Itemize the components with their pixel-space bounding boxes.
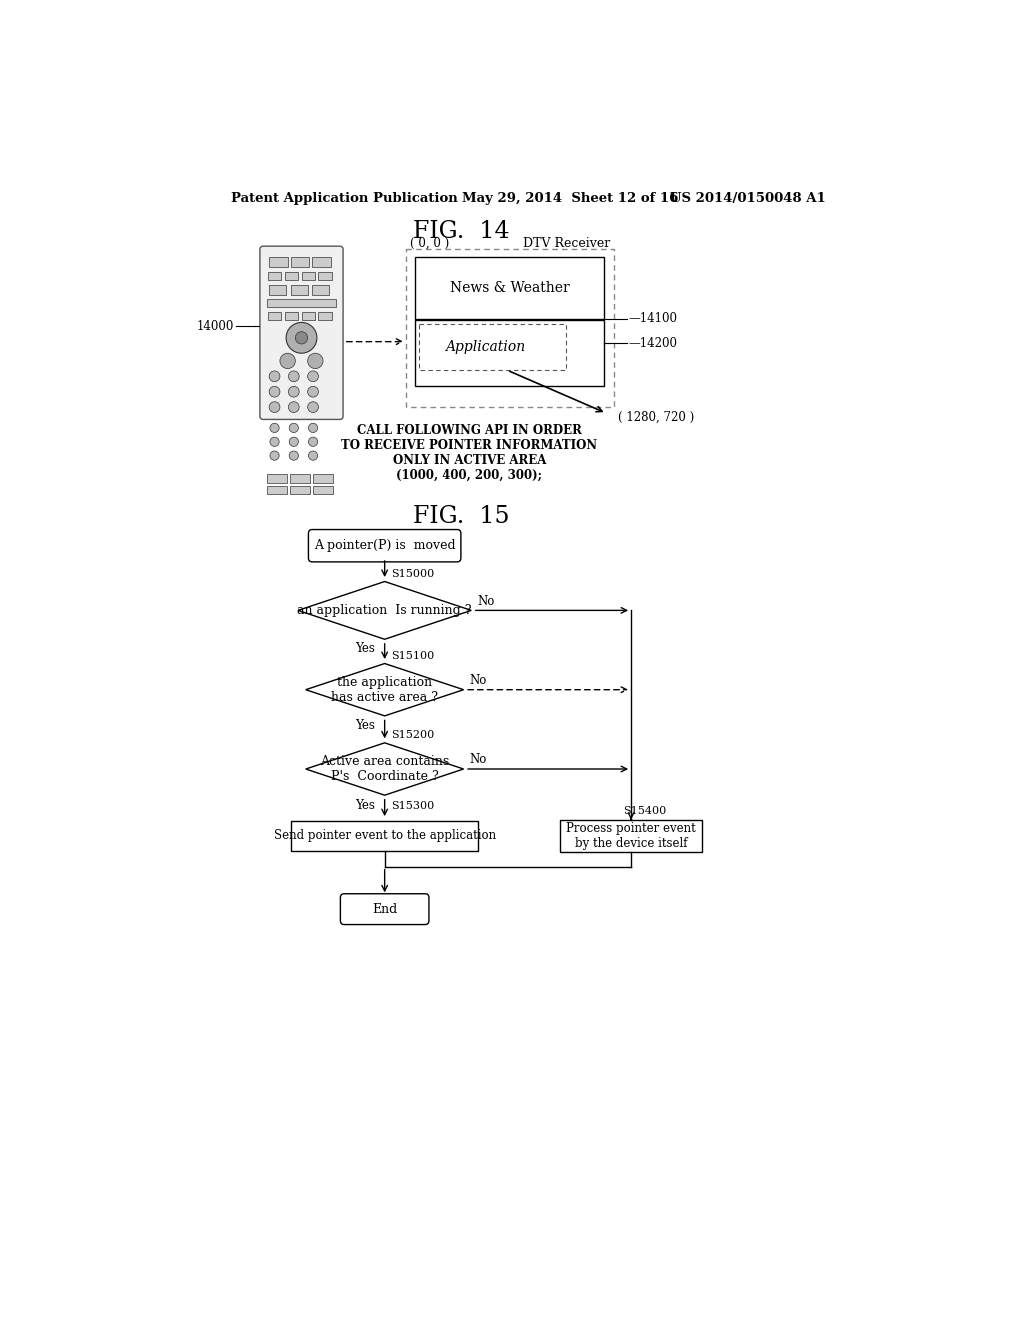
- Text: DTV Receiver: DTV Receiver: [523, 236, 610, 249]
- Bar: [560, 820, 702, 853]
- Circle shape: [270, 437, 280, 446]
- Circle shape: [286, 322, 316, 354]
- Circle shape: [270, 424, 280, 433]
- Bar: [290, 474, 310, 483]
- Circle shape: [295, 331, 307, 345]
- Circle shape: [307, 387, 318, 397]
- Text: an application  Is running ?: an application Is running ?: [297, 603, 472, 616]
- Circle shape: [289, 424, 298, 433]
- FancyBboxPatch shape: [260, 246, 343, 420]
- Bar: [267, 474, 287, 483]
- FancyBboxPatch shape: [340, 894, 429, 924]
- Text: ( 1280, 720 ): ( 1280, 720 ): [617, 411, 694, 424]
- Text: Active area contains
P's  Coordinate ?: Active area contains P's Coordinate ?: [321, 755, 450, 783]
- Bar: [313, 486, 333, 494]
- Circle shape: [269, 401, 280, 413]
- Bar: [301, 313, 315, 321]
- Circle shape: [307, 401, 318, 413]
- Bar: [416, 257, 604, 318]
- Bar: [269, 257, 288, 267]
- Polygon shape: [306, 664, 464, 715]
- Bar: [318, 313, 333, 321]
- Bar: [285, 272, 298, 280]
- Circle shape: [308, 424, 317, 433]
- Circle shape: [307, 371, 318, 381]
- Text: Patent Application Publication: Patent Application Publication: [230, 191, 458, 205]
- Bar: [291, 285, 307, 294]
- Bar: [312, 285, 330, 294]
- Circle shape: [289, 437, 298, 446]
- Text: A pointer(P) is  moved: A pointer(P) is moved: [313, 539, 456, 552]
- Text: Application: Application: [444, 341, 525, 354]
- Text: News & Weather: News & Weather: [450, 281, 569, 294]
- Bar: [318, 272, 333, 280]
- Text: S15200: S15200: [391, 730, 434, 741]
- Circle shape: [270, 451, 280, 461]
- Bar: [313, 474, 333, 483]
- Text: S15000: S15000: [391, 569, 434, 578]
- Bar: [312, 257, 331, 267]
- Text: May 29, 2014  Sheet 12 of 16: May 29, 2014 Sheet 12 of 16: [462, 191, 678, 205]
- Circle shape: [280, 354, 295, 368]
- Text: 14000: 14000: [197, 319, 233, 333]
- Text: FIG.  14: FIG. 14: [414, 220, 510, 243]
- Bar: [267, 313, 282, 321]
- Circle shape: [308, 451, 317, 461]
- Text: Send pointer event to the application: Send pointer event to the application: [273, 829, 496, 842]
- Text: End: End: [372, 903, 397, 916]
- Text: Yes: Yes: [355, 800, 376, 813]
- Text: CALL FOLLOWING API IN ORDER
TO RECEIVE POINTER INFORMATION
ONLY IN ACTIVE AREA
(: CALL FOLLOWING API IN ORDER TO RECEIVE P…: [341, 424, 597, 482]
- Bar: [267, 300, 336, 308]
- Text: US 2014/0150048 A1: US 2014/0150048 A1: [670, 191, 825, 205]
- Text: ( 0, 0 ): ( 0, 0 ): [410, 236, 450, 249]
- Text: —14100: —14100: [629, 312, 678, 325]
- Bar: [419, 323, 565, 370]
- Polygon shape: [298, 582, 471, 639]
- Text: No: No: [477, 594, 495, 607]
- Circle shape: [289, 387, 299, 397]
- Circle shape: [269, 371, 280, 381]
- Circle shape: [289, 371, 299, 381]
- Bar: [301, 272, 315, 280]
- Bar: [269, 285, 286, 294]
- Circle shape: [308, 437, 317, 446]
- Text: No: No: [470, 754, 487, 767]
- Text: S15400: S15400: [624, 805, 667, 816]
- Text: —14200: —14200: [629, 337, 678, 350]
- Text: Yes: Yes: [355, 642, 376, 655]
- Bar: [292, 821, 478, 851]
- Text: No: No: [470, 675, 487, 686]
- Bar: [285, 313, 298, 321]
- Circle shape: [307, 354, 323, 368]
- FancyBboxPatch shape: [308, 529, 461, 562]
- Bar: [290, 486, 310, 494]
- Bar: [267, 486, 287, 494]
- Text: FIG.  15: FIG. 15: [414, 506, 510, 528]
- Circle shape: [289, 401, 299, 413]
- Bar: [416, 321, 604, 385]
- Text: Process pointer event
by the device itself: Process pointer event by the device itse…: [566, 822, 696, 850]
- Text: the application
has active area ?: the application has active area ?: [331, 676, 438, 704]
- Bar: [267, 272, 282, 280]
- Text: S15300: S15300: [391, 801, 434, 810]
- Circle shape: [289, 451, 298, 461]
- Circle shape: [269, 387, 280, 397]
- Bar: [291, 257, 309, 267]
- Polygon shape: [306, 743, 464, 795]
- Text: Yes: Yes: [355, 718, 376, 731]
- Text: S15100: S15100: [391, 651, 434, 661]
- Bar: [407, 249, 614, 407]
